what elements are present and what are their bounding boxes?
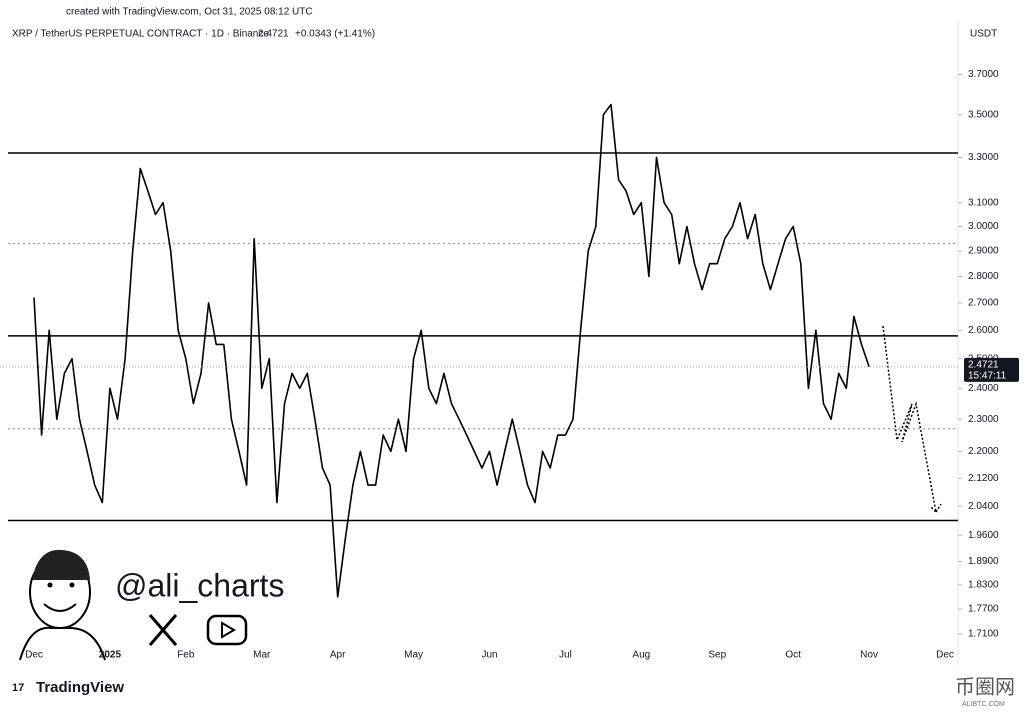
y-tick-label: 2.4000 [968, 383, 999, 394]
y-tick-label: 2.3000 [968, 414, 999, 425]
x-tick-label: Nov [860, 650, 878, 661]
watermark: 币圈网 [955, 675, 1015, 698]
y-tick-label: 2.2000 [968, 446, 999, 457]
y-tick-label: 2.8000 [968, 271, 999, 282]
symbol: XRP / TetherUS PERPETUAL CONTRACT · 1D ·… [12, 29, 269, 40]
y-tick-label: 1.7100 [968, 629, 999, 640]
price-line [33, 103, 870, 598]
x-tick-label: Jun [481, 650, 497, 661]
x-tick-label: Oct [785, 650, 801, 661]
change: +0.0343 (+1.41%) [295, 29, 375, 40]
x-tick-label: 2025 [99, 650, 122, 661]
x-icon [148, 614, 178, 646]
x-tick-label: Apr [330, 650, 346, 661]
y-tick-label: 2.6000 [968, 325, 999, 336]
y-tick-label: 3.3000 [968, 152, 999, 163]
y-tick-label: 3.0000 [968, 221, 999, 232]
y-tick-label: 2.9000 [968, 246, 999, 257]
y-tick-label: 2.7000 [968, 298, 999, 309]
last-price-box [964, 357, 1019, 382]
y-tick-label: 2.0400 [968, 501, 999, 512]
projection [882, 325, 942, 515]
currency: USDT [970, 29, 997, 40]
youtube-icon [206, 614, 248, 646]
created-note: created with TradingView.com, Oct 31, 20… [66, 7, 313, 18]
x-tick-label: Jul [559, 650, 572, 661]
x-tick-label: Dec [25, 650, 43, 661]
last-price-label: 2.4721 [968, 359, 999, 370]
brand-mark: 17 [12, 682, 24, 694]
handle: @ali_charts [115, 567, 284, 603]
avatar [19, 549, 106, 661]
last-price-header: 2.4721 [258, 29, 289, 40]
y-tick-label: 1.8300 [968, 580, 999, 591]
y-tick-label: 3.1000 [968, 197, 999, 208]
x-tick-label: May [404, 650, 423, 661]
y-tick-label: 3.7000 [968, 69, 999, 80]
brand: TradingView [36, 679, 124, 696]
x-tick-label: Dec [936, 650, 954, 661]
y-tick-label: 3.5000 [968, 109, 999, 120]
y-tick-label: 1.8900 [968, 556, 999, 567]
x-tick-label: Aug [632, 650, 650, 661]
watermark-url: ALIBTC.COM [962, 701, 1005, 708]
x-tick-label: Sep [708, 650, 726, 661]
youtube-play [221, 621, 236, 639]
y-tick-label: 1.7700 [968, 604, 999, 615]
y-tick-label: 1.9600 [968, 530, 999, 541]
x-tick-label: Feb [177, 650, 195, 661]
y-tick-label: 2.1200 [968, 473, 999, 484]
countdown: 15:47:11 [968, 370, 1007, 381]
x-tick-label: Mar [253, 650, 271, 661]
